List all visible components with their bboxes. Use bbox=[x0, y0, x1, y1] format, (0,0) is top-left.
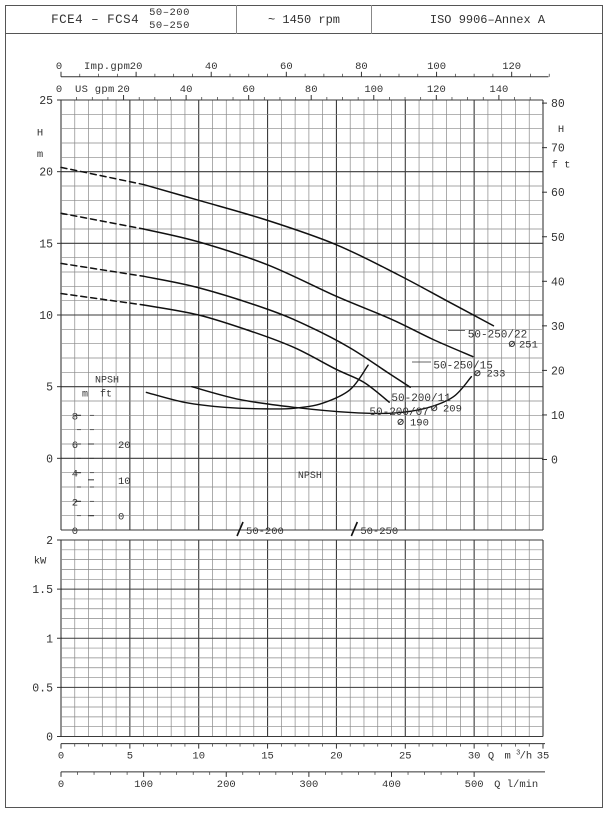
svg-text:2: 2 bbox=[46, 535, 53, 548]
svg-text:ft: ft bbox=[100, 389, 112, 401]
svg-text:40: 40 bbox=[180, 84, 193, 96]
svg-text:20: 20 bbox=[118, 440, 131, 452]
svg-text:10: 10 bbox=[551, 410, 565, 423]
svg-text:35: 35 bbox=[537, 751, 550, 763]
svg-text:20: 20 bbox=[551, 365, 565, 378]
svg-text:0: 0 bbox=[118, 512, 124, 524]
svg-text:40: 40 bbox=[551, 276, 565, 289]
svg-text:70: 70 bbox=[551, 143, 565, 156]
svg-text:300: 300 bbox=[299, 779, 318, 791]
svg-text:10: 10 bbox=[192, 751, 205, 763]
svg-text:2: 2 bbox=[72, 497, 78, 509]
svg-text:NPSH: NPSH bbox=[298, 471, 322, 482]
svg-text:H: H bbox=[558, 124, 564, 136]
svg-text:30: 30 bbox=[551, 321, 565, 334]
svg-text:500: 500 bbox=[465, 779, 484, 791]
svg-text:f t: f t bbox=[552, 159, 571, 171]
svg-text:15: 15 bbox=[261, 751, 274, 763]
svg-text:20: 20 bbox=[39, 167, 53, 180]
svg-text:233: 233 bbox=[487, 369, 506, 381]
svg-text:25: 25 bbox=[399, 751, 412, 763]
svg-text:0: 0 bbox=[58, 751, 64, 763]
svg-text:209: 209 bbox=[443, 404, 462, 416]
svg-text:8: 8 bbox=[72, 411, 78, 423]
svg-text:4: 4 bbox=[72, 469, 78, 481]
svg-text:60: 60 bbox=[280, 61, 293, 73]
svg-text:/h: /h bbox=[520, 751, 533, 763]
svg-text:10: 10 bbox=[118, 476, 131, 488]
svg-text:Q: Q bbox=[488, 751, 494, 763]
svg-text:50-250/15: 50-250/15 bbox=[433, 361, 492, 373]
svg-text:100: 100 bbox=[134, 779, 153, 791]
svg-text:40: 40 bbox=[205, 61, 218, 73]
svg-text:251: 251 bbox=[519, 339, 538, 351]
svg-text:NPSH: NPSH bbox=[95, 375, 119, 386]
svg-text:6: 6 bbox=[72, 440, 78, 452]
svg-text:100: 100 bbox=[364, 84, 383, 96]
svg-text:100: 100 bbox=[427, 61, 446, 73]
svg-text:0: 0 bbox=[56, 84, 62, 96]
svg-text:15: 15 bbox=[39, 238, 53, 251]
svg-text:0: 0 bbox=[58, 779, 64, 791]
svg-text:140: 140 bbox=[489, 84, 508, 96]
svg-text:0: 0 bbox=[46, 732, 53, 745]
svg-text:1.5: 1.5 bbox=[32, 584, 53, 597]
svg-text:80: 80 bbox=[551, 98, 565, 111]
svg-text:m: m bbox=[82, 390, 88, 401]
svg-text:80: 80 bbox=[355, 61, 368, 73]
svg-text:20: 20 bbox=[330, 751, 343, 763]
svg-text:Q l/min: Q l/min bbox=[494, 779, 538, 791]
svg-text:400: 400 bbox=[382, 779, 401, 791]
svg-text:Imp.gpm: Imp.gpm bbox=[84, 61, 130, 73]
svg-text:5: 5 bbox=[127, 751, 133, 763]
svg-text:10: 10 bbox=[39, 310, 53, 323]
svg-text:0.5: 0.5 bbox=[32, 682, 53, 695]
svg-text:120: 120 bbox=[427, 84, 446, 96]
svg-text:50: 50 bbox=[551, 232, 565, 245]
svg-text:0: 0 bbox=[46, 453, 53, 466]
svg-text:20: 20 bbox=[130, 61, 143, 73]
svg-text:120: 120 bbox=[502, 61, 521, 73]
svg-text:m: m bbox=[504, 751, 510, 763]
svg-text:30: 30 bbox=[468, 751, 481, 763]
svg-text:50-250: 50-250 bbox=[360, 526, 398, 538]
svg-text:0: 0 bbox=[72, 526, 78, 538]
svg-text:H: H bbox=[37, 128, 43, 140]
svg-text:kW: kW bbox=[34, 556, 47, 568]
svg-text:190: 190 bbox=[410, 417, 429, 429]
svg-text:60: 60 bbox=[242, 84, 255, 96]
svg-text:0: 0 bbox=[551, 455, 558, 468]
svg-text:20: 20 bbox=[117, 84, 130, 96]
svg-text:1: 1 bbox=[46, 633, 53, 646]
svg-text:US gpm: US gpm bbox=[75, 84, 115, 96]
svg-text:0: 0 bbox=[56, 61, 62, 73]
svg-text:25: 25 bbox=[39, 95, 53, 108]
svg-text:5: 5 bbox=[46, 382, 53, 395]
svg-text:80: 80 bbox=[305, 84, 318, 96]
svg-text:50-200: 50-200 bbox=[246, 526, 284, 538]
svg-text:m: m bbox=[37, 149, 43, 161]
svg-text:200: 200 bbox=[217, 779, 236, 791]
svg-text:60: 60 bbox=[551, 187, 565, 200]
